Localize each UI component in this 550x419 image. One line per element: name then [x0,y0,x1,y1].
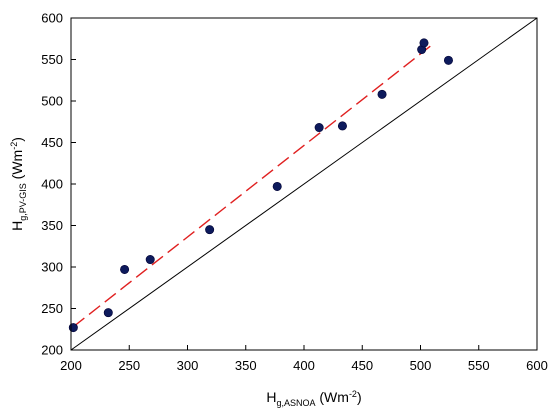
x-axis-title-main: H [266,389,276,405]
y-tick-label: 300 [41,260,63,275]
x-tick-label: 350 [235,358,257,373]
x-tick-label: 450 [351,358,373,373]
y-axis-title-main: H [9,221,25,231]
y-axis-title-sub: g,PV-GIS [18,183,28,221]
identity-line [70,17,538,351]
data-point [443,55,453,65]
x-tick-label: 200 [60,358,82,373]
x-tick-label: 600 [526,358,548,373]
data-point [205,225,215,235]
x-axis-title-sub: g,ASNOA [276,398,315,408]
data-point [103,308,113,318]
y-axis-title-unit-prefix: (Wm [9,150,25,183]
lines-layer [70,17,538,351]
y-tick-label: 350 [41,218,63,233]
y-tick-label: 600 [41,11,63,26]
y-tick-label: 250 [41,301,63,316]
y-tick-label: 450 [41,135,63,150]
y-tick-label: 200 [41,343,63,358]
data-point [145,255,155,265]
y-tick-label: 400 [41,177,63,192]
y-axis-title-unit-sup: -2 [9,142,19,150]
x-tick-label: 400 [293,358,315,373]
data-point [377,89,387,99]
data-point [419,38,429,48]
x-tick-label: 300 [177,358,199,373]
ticks-layer: 200 250 300 350 400 450 500 550 600 200 250 300 350 4… [41,11,548,374]
x-axis-title-unit-sup: -2 [349,389,357,399]
x-tick-label: 250 [118,358,140,373]
x-tick-label: 550 [468,358,490,373]
data-point [314,123,324,133]
y-tick-label: 550 [41,52,63,67]
x-axis-title-unit-suffix: ) [357,389,362,405]
x-axis-title: Hg,ASNOA (Wm-2) [266,389,361,408]
data-point [337,121,347,131]
plot-frame [70,17,538,351]
data-point [272,181,282,191]
data-point [68,323,78,333]
x-axis-title-unit-prefix: (Wm [316,389,349,405]
x-tick-label: 500 [410,358,432,373]
data-point [120,264,130,274]
points-layer [68,38,453,333]
y-axis-title-unit-suffix: ) [9,137,25,142]
y-tick-label: 500 [41,94,63,109]
y-axis-title: Hg,PV-GIS (Wm-2) [9,137,28,231]
regression-line [72,42,435,328]
